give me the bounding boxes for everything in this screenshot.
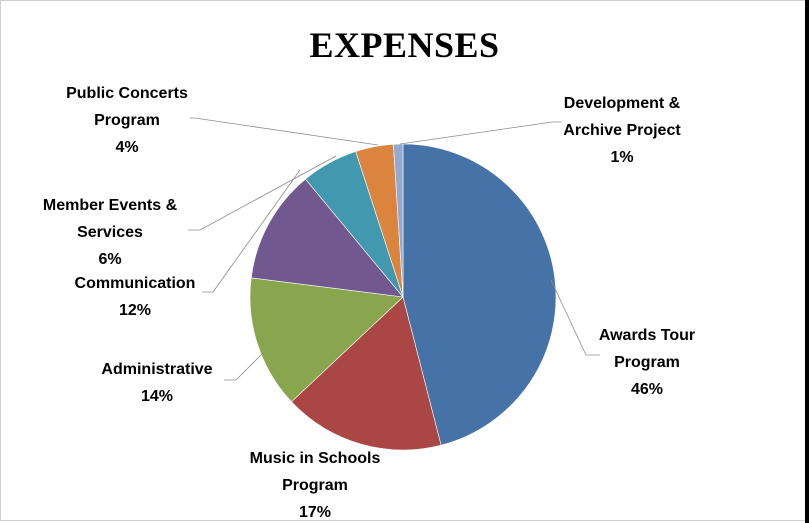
- leader-line-0: [550, 279, 600, 356]
- pie-slice-1: [291, 296, 442, 451]
- data-label-3: Communication: [75, 275, 196, 292]
- data-label-percent-6: 1%: [610, 149, 633, 166]
- data-label-6: Development &: [564, 95, 681, 112]
- leader-line-5: [190, 117, 379, 146]
- leader-line-2: [224, 353, 263, 381]
- window-edge: [805, 0, 809, 523]
- data-label-5: Program: [94, 112, 160, 129]
- pie-slice-3: [250, 178, 404, 298]
- leader-line-4: [188, 155, 337, 231]
- data-label-percent-5: 4%: [115, 139, 138, 156]
- pie-slice-6: [393, 143, 404, 298]
- data-label-1: Music in Schools: [250, 450, 381, 467]
- data-label-0: Awards Tour: [599, 327, 695, 344]
- chart-title: EXPENSES: [309, 25, 500, 65]
- leader-line-6: [399, 121, 562, 145]
- leader-line-3: [202, 169, 301, 293]
- data-label-percent-2: 14%: [141, 388, 173, 405]
- data-label-percent-1: 17%: [299, 504, 331, 521]
- data-label-percent-3: 12%: [119, 302, 151, 319]
- data-label-4: Services: [77, 224, 143, 241]
- data-label-percent-0: 46%: [631, 381, 663, 398]
- pie-slice-0: [402, 143, 557, 446]
- data-label-5: Public Concerts: [66, 85, 188, 102]
- data-label-1: Program: [282, 477, 348, 494]
- data-label-percent-4: 6%: [98, 251, 121, 268]
- data-label-6: Archive Project: [563, 122, 681, 139]
- data-label-4: Member Events &: [43, 197, 178, 214]
- pie-slice-2: [249, 277, 404, 403]
- data-label-0: Program: [614, 354, 680, 371]
- data-label-2: Administrative: [101, 361, 212, 378]
